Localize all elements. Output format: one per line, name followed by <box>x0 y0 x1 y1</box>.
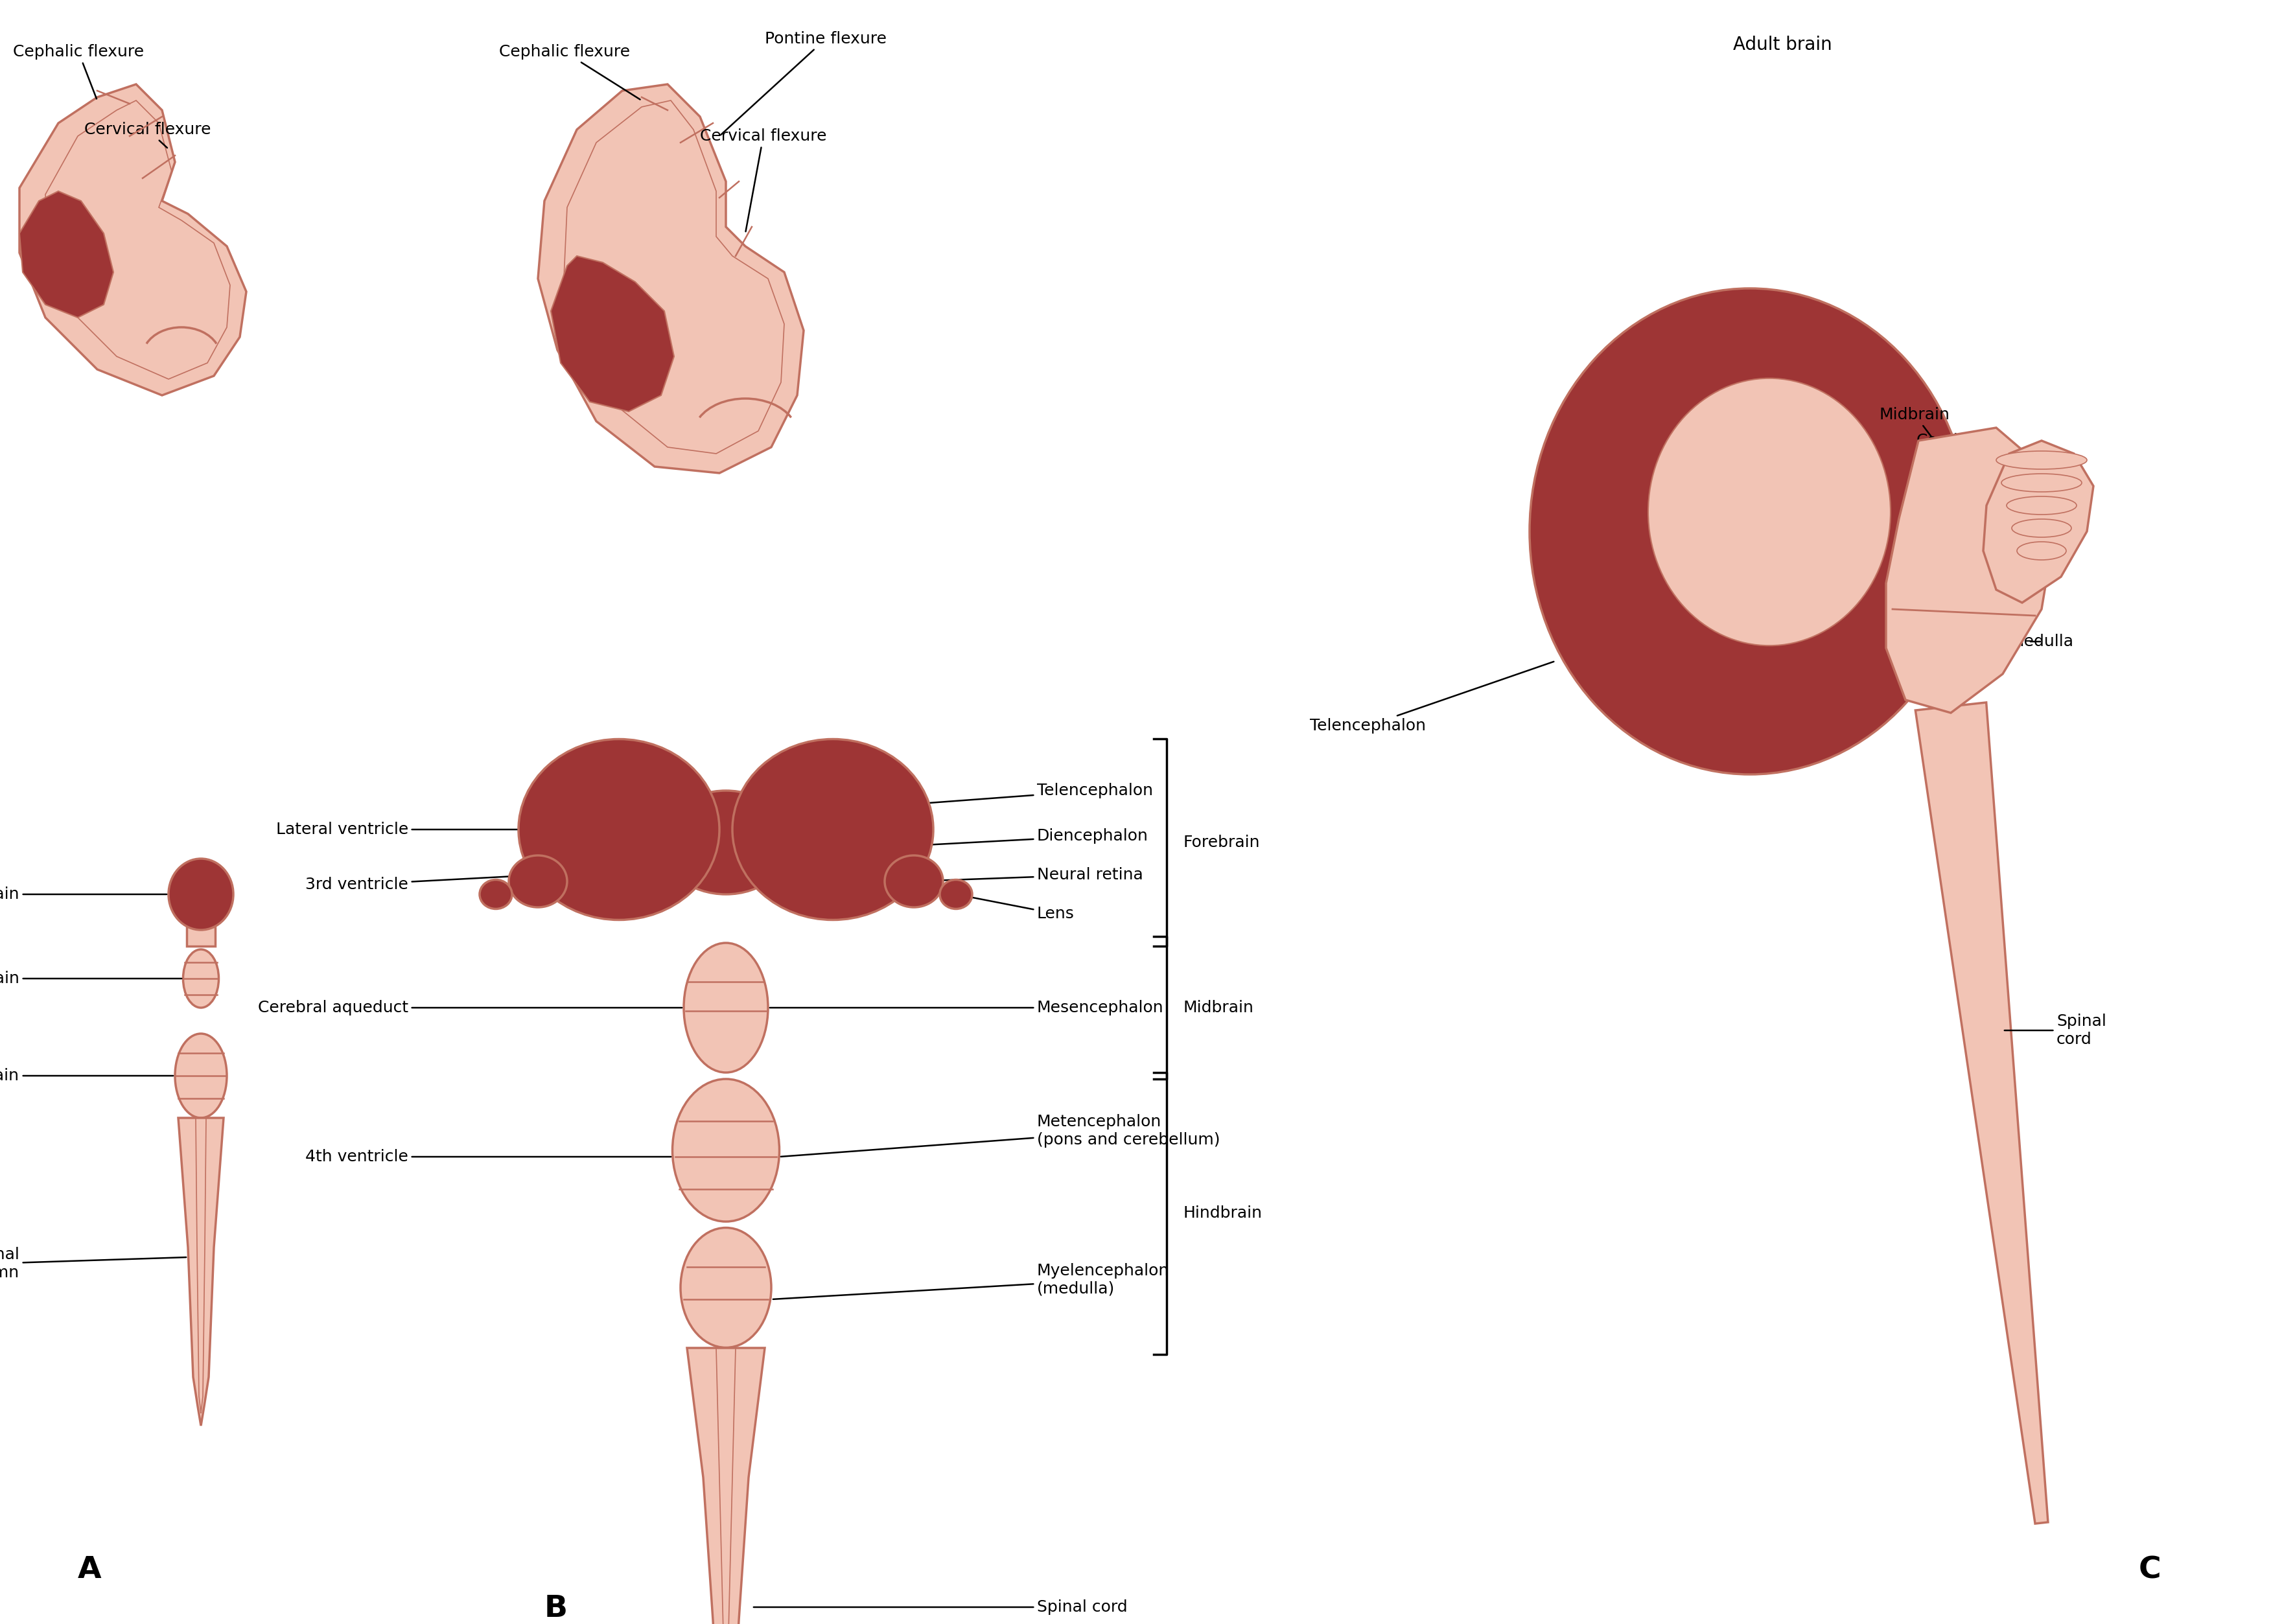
Text: Neural retina: Neural retina <box>915 867 1142 882</box>
Ellipse shape <box>681 1228 772 1348</box>
Text: Cervical flexure: Cervical flexure <box>84 122 211 148</box>
Text: A: A <box>77 1556 102 1585</box>
Ellipse shape <box>2008 497 2076 515</box>
Ellipse shape <box>1531 289 1971 775</box>
Ellipse shape <box>661 791 790 895</box>
Polygon shape <box>1983 440 2094 603</box>
Ellipse shape <box>672 1078 779 1221</box>
Ellipse shape <box>940 880 972 909</box>
Polygon shape <box>1885 427 2055 713</box>
Ellipse shape <box>168 859 234 931</box>
Text: Telencephalon: Telencephalon <box>836 783 1154 810</box>
Text: Pontine flexure: Pontine flexure <box>720 31 886 135</box>
Ellipse shape <box>509 856 568 908</box>
Polygon shape <box>20 84 245 395</box>
Text: 4th ventricle: 4th ventricle <box>304 1150 670 1164</box>
Text: 3rd ventricle: 3rd ventricle <box>304 869 659 892</box>
Polygon shape <box>177 1117 223 1426</box>
Text: Lateral ventricle: Lateral ventricle <box>277 822 618 838</box>
Ellipse shape <box>479 880 511 909</box>
Ellipse shape <box>2012 520 2071 538</box>
Text: Cephalic flexure: Cephalic flexure <box>14 44 143 99</box>
Text: Midbrain: Midbrain <box>1183 1000 1254 1015</box>
Text: Myelencephalon
(medulla): Myelencephalon (medulla) <box>772 1263 1170 1299</box>
Text: Mesencephalon: Mesencephalon <box>770 1000 1163 1015</box>
Text: Hindbrain: Hindbrain <box>1183 1205 1263 1221</box>
Text: Midbrain: Midbrain <box>0 971 182 986</box>
Text: Cerebral aqueduct: Cerebral aqueduct <box>259 1000 681 1015</box>
Text: Cephalic flexure: Cephalic flexure <box>500 44 640 99</box>
Ellipse shape <box>1649 378 1889 646</box>
Text: Adult brain: Adult brain <box>1733 36 1833 54</box>
Ellipse shape <box>1996 451 2087 469</box>
Polygon shape <box>1914 703 2048 1523</box>
Text: Midbrain: Midbrain <box>1880 408 2001 529</box>
Text: Spinal
column: Spinal column <box>0 1247 186 1280</box>
Ellipse shape <box>2001 474 2083 492</box>
Ellipse shape <box>886 856 942 908</box>
Text: Diencephalon: Diencephalon <box>793 828 1149 853</box>
Text: Cerebellum: Cerebellum <box>1917 434 2073 499</box>
Polygon shape <box>538 84 804 473</box>
Text: C: C <box>2139 1556 2162 1585</box>
Text: Metencephalon
(pons and cerebellum): Metencephalon (pons and cerebellum) <box>781 1114 1220 1156</box>
Text: Lens: Lens <box>958 895 1074 921</box>
Ellipse shape <box>731 739 933 919</box>
Ellipse shape <box>518 739 720 919</box>
Text: Spinal cord: Spinal cord <box>754 1600 1126 1614</box>
Text: Forebrain: Forebrain <box>0 887 166 901</box>
Text: Hindbrain: Hindbrain <box>0 1069 173 1083</box>
Text: Telencephalon: Telencephalon <box>1310 661 1553 734</box>
Text: Medulla: Medulla <box>2010 633 2073 650</box>
Ellipse shape <box>175 1033 227 1117</box>
Text: Forebrain: Forebrain <box>1183 835 1260 851</box>
Ellipse shape <box>2017 542 2067 560</box>
Polygon shape <box>186 927 216 947</box>
Text: B: B <box>545 1595 568 1624</box>
Polygon shape <box>688 1348 765 1624</box>
Polygon shape <box>20 192 114 318</box>
Polygon shape <box>552 257 674 411</box>
Text: Spinal
cord: Spinal cord <box>2005 1013 2107 1047</box>
Ellipse shape <box>184 950 218 1009</box>
Text: Cervical flexure: Cervical flexure <box>699 128 827 232</box>
Ellipse shape <box>684 944 768 1072</box>
